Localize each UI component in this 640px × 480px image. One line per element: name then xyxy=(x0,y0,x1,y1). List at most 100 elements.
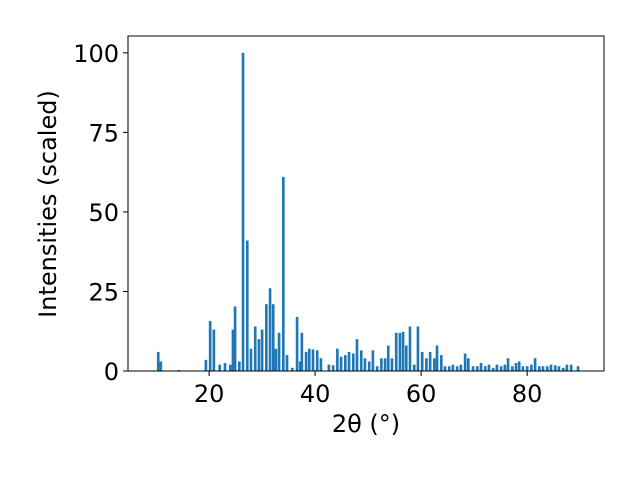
bar xyxy=(241,52,245,371)
bar xyxy=(553,365,557,371)
x-tick-label: 40 xyxy=(300,380,331,408)
bar xyxy=(383,358,387,371)
bar xyxy=(212,329,216,371)
bar xyxy=(487,364,491,371)
bar xyxy=(359,350,363,371)
bar xyxy=(425,358,428,371)
bar xyxy=(344,355,347,371)
bar xyxy=(569,364,573,371)
bar xyxy=(533,358,537,371)
y-tick-label: 75 xyxy=(88,119,119,147)
bar xyxy=(463,353,467,371)
bar xyxy=(433,358,436,371)
bar xyxy=(327,364,331,371)
bar xyxy=(499,366,503,371)
bar xyxy=(331,365,335,371)
bar xyxy=(510,366,514,371)
bar xyxy=(576,366,580,371)
bar xyxy=(401,331,405,371)
bar xyxy=(471,366,475,371)
bar xyxy=(347,351,351,371)
x-tick-label: 80 xyxy=(512,380,543,408)
bar xyxy=(257,339,261,371)
bar xyxy=(565,364,569,371)
bar xyxy=(443,366,447,371)
bar xyxy=(439,355,443,371)
bar xyxy=(204,359,208,371)
bar xyxy=(538,366,541,371)
bar xyxy=(159,361,163,371)
bar xyxy=(260,329,264,371)
bar xyxy=(398,332,402,371)
bar xyxy=(394,332,398,371)
bar xyxy=(336,348,339,371)
bar xyxy=(277,332,281,371)
bar xyxy=(455,366,459,371)
y-tick-label: 25 xyxy=(88,278,119,306)
bar xyxy=(495,364,499,371)
x-axis-label: 2θ (°) xyxy=(332,410,400,438)
y-tick-label: 100 xyxy=(73,40,119,68)
bar xyxy=(228,364,232,371)
bar xyxy=(271,304,275,371)
bar xyxy=(459,364,463,371)
bar xyxy=(290,367,294,371)
y-tick-label: 0 xyxy=(104,358,119,386)
bar xyxy=(249,348,253,371)
bar xyxy=(298,361,302,371)
bar xyxy=(506,358,510,371)
bar xyxy=(545,366,549,371)
bar xyxy=(514,363,518,371)
y-axis-label: Intensities (scaled) xyxy=(34,90,62,318)
bar xyxy=(475,366,479,371)
bar xyxy=(304,351,308,371)
bar xyxy=(281,176,285,371)
bar xyxy=(233,306,237,371)
bar xyxy=(561,367,565,371)
bar xyxy=(265,304,268,371)
bar xyxy=(375,366,379,371)
bar xyxy=(517,361,521,371)
bar xyxy=(503,364,507,371)
bar xyxy=(339,356,343,371)
x-tick-label: 60 xyxy=(406,380,437,408)
bar xyxy=(311,349,315,371)
bar xyxy=(390,358,394,371)
bar xyxy=(285,355,289,371)
bar xyxy=(367,361,371,371)
bar xyxy=(447,366,451,371)
bar xyxy=(386,345,390,371)
bar xyxy=(420,351,424,371)
bar xyxy=(380,358,383,371)
bar xyxy=(521,366,525,371)
bar xyxy=(223,363,227,371)
bar xyxy=(315,350,319,371)
bar xyxy=(156,351,160,371)
bar xyxy=(371,350,375,371)
bar xyxy=(412,364,416,371)
bar xyxy=(404,345,408,371)
bar xyxy=(491,367,495,371)
bar xyxy=(351,353,355,371)
bar xyxy=(237,361,241,371)
bar xyxy=(218,364,222,371)
bar xyxy=(355,339,359,371)
bar xyxy=(530,364,533,371)
x-tick-label: 20 xyxy=(194,380,225,408)
bar xyxy=(245,240,249,371)
bar xyxy=(466,358,470,371)
bar xyxy=(408,326,412,371)
y-tick-label: 50 xyxy=(88,199,119,227)
bar xyxy=(525,366,529,371)
bar xyxy=(549,364,553,371)
bar xyxy=(363,358,367,371)
bar xyxy=(483,366,487,371)
bar xyxy=(557,366,561,371)
bar xyxy=(253,326,257,371)
plot-frame xyxy=(127,35,605,372)
bar xyxy=(274,348,278,371)
bar xyxy=(416,326,420,371)
bar xyxy=(208,321,212,371)
